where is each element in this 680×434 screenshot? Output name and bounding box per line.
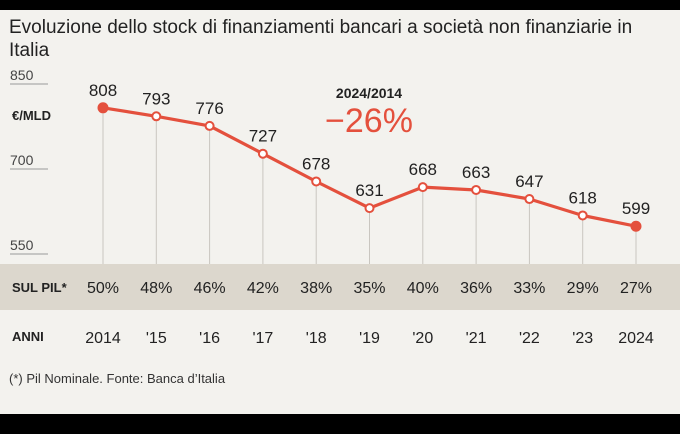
data-label: 663 (462, 163, 490, 182)
data-label: 678 (302, 154, 330, 173)
data-label: 793 (142, 89, 170, 108)
y-tick-label: 850 (10, 67, 34, 83)
chart-title: Evoluzione dello stock di finanziamenti … (9, 17, 633, 61)
pil-value: 29% (567, 280, 599, 297)
pil-value: 38% (300, 280, 332, 297)
pil-row-label: SUL PIL* (12, 280, 68, 295)
chart-card: Evoluzione dello stock di finanziamenti … (0, 10, 680, 414)
y-tick-label: 550 (10, 237, 34, 253)
data-point (311, 176, 322, 187)
x-tick-label: '19 (359, 330, 380, 347)
x-tick-label: '18 (306, 330, 327, 347)
data-label: 599 (622, 199, 650, 218)
pil-value: 36% (460, 280, 492, 297)
years-row-label: ANNI (12, 329, 44, 344)
data-point (630, 220, 642, 232)
data-point (364, 203, 375, 214)
data-point (204, 120, 215, 131)
data-label: 727 (249, 127, 277, 146)
x-tick-label: '22 (519, 330, 540, 347)
line-chart: 850 700 550 €/MLD 808 793 776 727 678 631 668 663… (0, 67, 680, 347)
data-point (577, 210, 588, 221)
x-tick-label: '21 (466, 330, 487, 347)
data-label: 776 (195, 99, 223, 118)
x-tick-label: '16 (199, 330, 220, 347)
x-tick-label: 2024 (618, 330, 654, 347)
x-tick-label: 2014 (85, 330, 121, 347)
data-point (257, 148, 268, 159)
x-tick-label: '23 (572, 330, 593, 347)
data-point (97, 102, 109, 114)
x-tick-label: '17 (252, 330, 273, 347)
pil-value: 48% (140, 280, 172, 297)
data-point (524, 194, 535, 205)
data-label: 647 (515, 172, 543, 191)
pil-value: 27% (620, 280, 652, 297)
data-label: 631 (355, 181, 383, 200)
pil-row-band (0, 264, 680, 310)
x-tick-label: '15 (146, 330, 167, 347)
data-label: 668 (409, 160, 437, 179)
pil-value: 35% (353, 280, 385, 297)
pil-value: 46% (194, 280, 226, 297)
pil-value: 33% (513, 280, 545, 297)
ratio-annotation-title: 2024/2014 (336, 85, 402, 101)
x-tick-label: '20 (412, 330, 433, 347)
y-tick-label: 700 (10, 152, 34, 168)
data-point (417, 182, 428, 193)
pil-value: 42% (247, 280, 279, 297)
pil-value: 50% (87, 280, 119, 297)
pil-value: 40% (407, 280, 439, 297)
ratio-annotation-value: −26% (325, 102, 413, 140)
y-axis-unit-label: €/MLD (12, 108, 51, 123)
data-point (151, 111, 162, 122)
data-label: 618 (569, 188, 597, 207)
footnote: (*) Pil Nominale. Fonte: Banca d’Italia (9, 371, 226, 386)
data-label: 808 (89, 81, 117, 100)
data-point (471, 184, 482, 195)
